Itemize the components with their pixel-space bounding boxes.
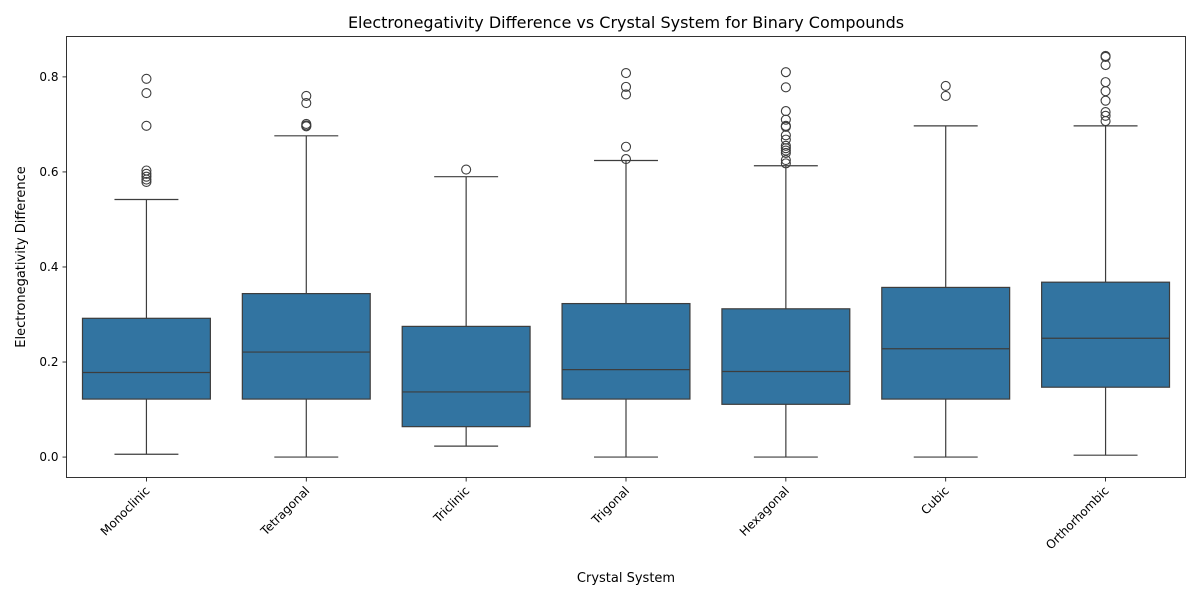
iqr-box	[401, 325, 531, 428]
outlier-point	[780, 155, 791, 166]
outlier-point	[780, 130, 791, 141]
x-tick-label: Orthorhombic	[1043, 484, 1112, 553]
iqr-box	[881, 286, 1011, 400]
outlier-point	[620, 68, 632, 79]
y-tick-label: 0.0	[39, 450, 58, 464]
box-cubic	[881, 80, 1011, 458]
outlier-point	[141, 176, 152, 187]
iqr-box	[81, 317, 211, 400]
outlier-point	[780, 147, 791, 158]
outlier-point	[301, 90, 312, 101]
outlier-point	[301, 97, 312, 109]
outlier-point	[141, 73, 152, 84]
box-orthorhombic	[1041, 50, 1171, 456]
chart-title: Electronegativity Difference vs Crystal …	[348, 13, 904, 32]
outlier-point	[940, 80, 951, 91]
iqr-box	[721, 308, 851, 405]
outlier-point	[141, 171, 152, 182]
iqr-box	[241, 292, 371, 400]
x-tick-label: Tetragonal	[257, 484, 312, 539]
x-axis-label: Crystal System	[577, 571, 675, 586]
outlier-point	[780, 82, 791, 93]
box-monoclinic	[81, 73, 211, 455]
outlier-point	[1100, 51, 1111, 62]
outlier-point	[940, 90, 951, 101]
y-axis: 0.0 0.2 0.4 0.6 0.8	[39, 70, 67, 464]
outlier-point	[141, 120, 152, 131]
outlier-point	[780, 140, 791, 151]
outlier-point	[620, 89, 632, 100]
outlier-point	[1100, 110, 1111, 121]
y-tick-label: 0.4	[39, 260, 58, 274]
y-tick-label: 0.2	[39, 355, 58, 369]
box-trigonal	[561, 68, 691, 458]
outlier-point	[461, 164, 472, 175]
outlier-point	[1100, 116, 1111, 127]
x-tick-label: Cubic	[918, 484, 952, 518]
x-axis: Monoclinic Tetragonal Triclinic Trigonal Hex…	[98, 477, 1112, 553]
box-tetragonal	[241, 90, 371, 458]
box-triclinic	[401, 164, 531, 447]
outlier-point	[1100, 86, 1111, 97]
outlier-point	[780, 106, 791, 117]
x-tick-label: Triclinic	[430, 484, 472, 526]
outlier-point	[780, 158, 791, 169]
outlier-point	[780, 67, 791, 78]
outlier-point	[1100, 77, 1111, 88]
outlier-point	[1100, 59, 1111, 71]
outlier-point	[620, 81, 632, 92]
outlier-point	[780, 114, 791, 125]
iqr-box	[1041, 281, 1171, 388]
outlier-point	[301, 121, 312, 132]
outlier-point	[620, 141, 632, 152]
outlier-point	[141, 174, 152, 185]
boxes-group	[81, 50, 1171, 458]
y-tick-label: 0.6	[39, 165, 58, 179]
x-tick-label: Trigonal	[588, 484, 632, 528]
box-hexagonal	[721, 67, 851, 458]
outlier-point	[141, 168, 152, 179]
y-tick-label: 0.8	[39, 70, 58, 84]
x-tick-label: Hexagonal	[737, 484, 792, 539]
outlier-point	[1100, 95, 1111, 106]
outlier-point	[620, 154, 632, 165]
iqr-box	[561, 302, 691, 400]
outlier-point	[141, 88, 152, 99]
y-axis-label: Electronegativity Difference	[14, 166, 29, 348]
x-tick-label: Monoclinic	[98, 484, 153, 539]
outlier-point	[780, 143, 791, 154]
